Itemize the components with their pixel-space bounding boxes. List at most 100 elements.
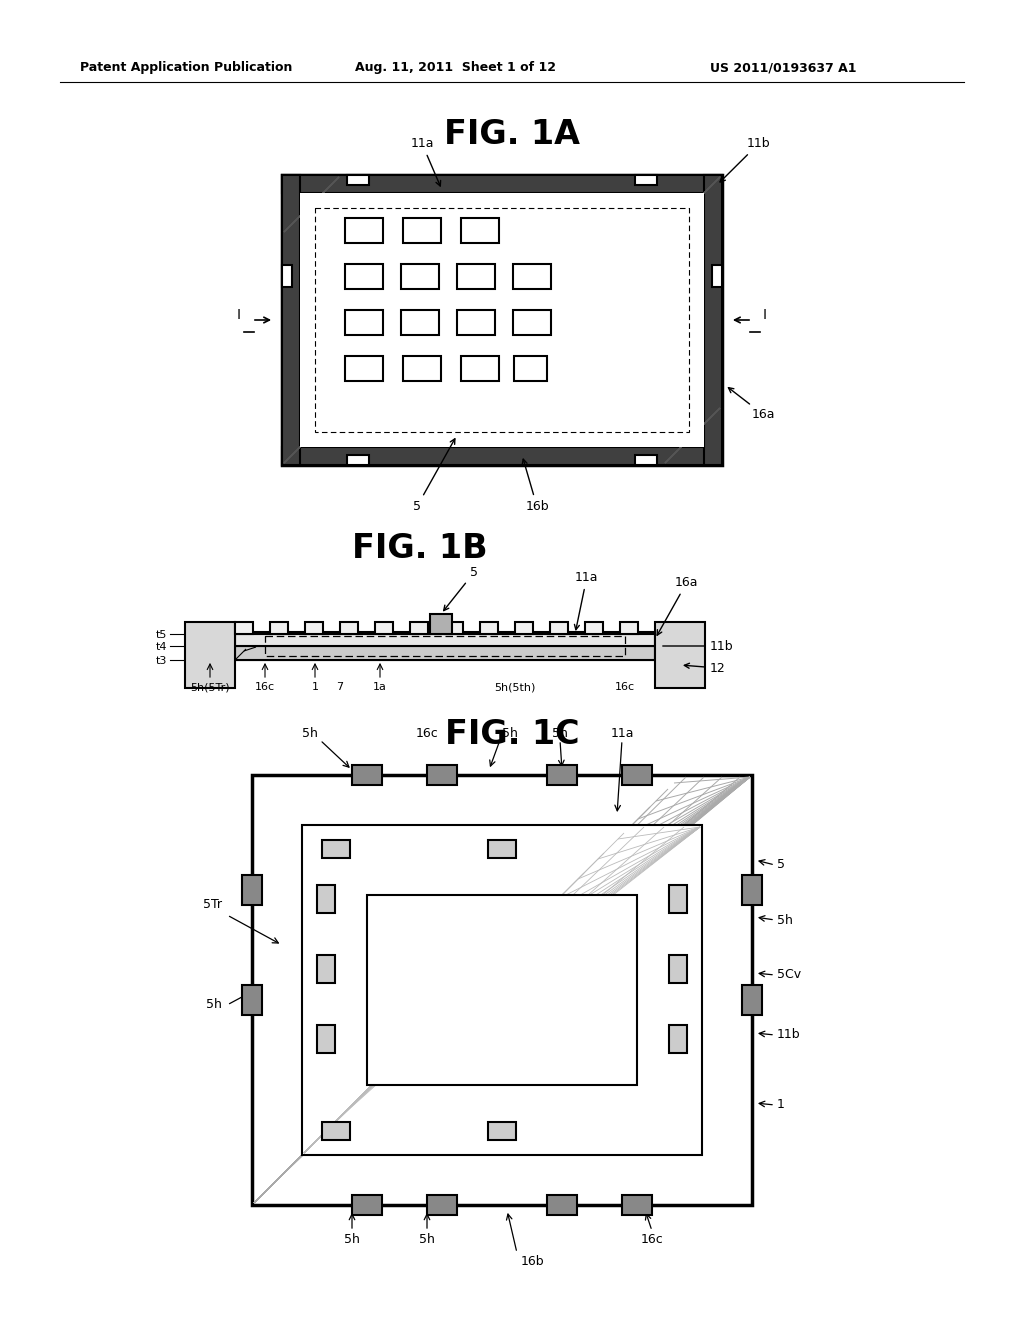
Bar [345,356,383,381]
Text: I: I [237,308,241,322]
Bar [317,1026,335,1053]
Bar [712,265,722,286]
Bar [461,218,499,243]
Bar [340,622,358,634]
Text: t5: t5 [156,630,167,640]
Bar [282,176,722,193]
Text: 5h: 5h [552,727,568,741]
Bar [550,622,568,634]
Bar [347,176,369,185]
Bar [622,1195,652,1214]
Bar [300,193,705,447]
Bar [270,622,288,634]
Bar [669,884,687,913]
Text: 16a: 16a [728,388,775,421]
Bar [655,622,705,688]
Bar [302,825,702,1155]
Bar [488,840,516,858]
Bar [669,954,687,983]
Bar [635,455,657,465]
Bar [635,176,657,185]
Bar [234,645,655,660]
Text: 5h: 5h [502,727,518,741]
Text: 11b: 11b [720,137,771,182]
Bar [445,622,463,634]
Text: 11a: 11a [574,572,598,630]
Text: 5Tr: 5Tr [203,899,222,912]
Bar [315,209,689,432]
Bar [401,310,439,335]
Bar [322,840,350,858]
Text: FIG. 1C: FIG. 1C [444,718,580,751]
Bar [427,766,457,785]
Bar [282,176,300,465]
Text: t3: t3 [156,656,167,667]
Text: 7: 7 [337,682,344,692]
Bar [367,895,637,1085]
Text: 5h: 5h [344,1233,360,1246]
Text: 5h: 5h [777,913,793,927]
Bar [242,875,262,906]
Text: 5: 5 [413,438,455,513]
Bar [282,447,722,465]
Text: 1: 1 [777,1098,784,1111]
Text: 5: 5 [443,566,478,611]
Bar [352,766,382,785]
Bar [457,310,495,335]
Bar [403,356,441,381]
Bar [620,622,638,634]
Bar [345,264,383,289]
Text: 11a: 11a [411,137,440,186]
Bar [742,985,762,1015]
Bar [265,636,625,656]
Bar [514,356,547,381]
Bar [317,884,335,913]
Bar [185,622,234,688]
Bar [234,622,253,634]
Bar [242,985,262,1015]
Bar [322,1122,350,1140]
Bar [513,264,551,289]
Text: Aug. 11, 2011  Sheet 1 of 12: Aug. 11, 2011 Sheet 1 of 12 [355,62,556,74]
Bar [282,265,292,286]
Bar [410,622,428,634]
Text: Patent Application Publication: Patent Application Publication [80,62,293,74]
Text: FIG. 1A: FIG. 1A [444,119,580,152]
Text: 16b: 16b [520,1255,544,1269]
Bar [585,622,603,634]
Text: 11b: 11b [663,639,733,652]
Bar [547,1195,577,1214]
Bar [234,632,655,660]
Text: 5h: 5h [419,1233,435,1246]
Text: 5h: 5h [206,998,222,1011]
Text: 16b: 16b [522,459,549,513]
Bar [234,634,655,645]
Bar [669,1026,687,1053]
Bar [547,766,577,785]
Text: I: I [763,308,767,322]
Text: 16c: 16c [255,682,275,692]
Text: 5Cv: 5Cv [777,969,801,982]
Text: FIG. 1B: FIG. 1B [352,532,487,565]
Text: 11a: 11a [610,727,634,741]
Text: t4: t4 [156,642,167,652]
Bar [427,1195,457,1214]
Bar [515,622,534,634]
Text: 16c: 16c [641,1233,664,1246]
Text: 11b: 11b [777,1028,801,1041]
Bar [480,622,498,634]
Bar [513,310,551,335]
Bar [705,176,722,465]
Bar [622,766,652,785]
Text: US 2011/0193637 A1: US 2011/0193637 A1 [710,62,856,74]
Text: 1: 1 [311,682,318,692]
Text: 5h(5th): 5h(5th) [495,682,536,692]
Bar [488,1122,516,1140]
Text: 5h(5Tr): 5h(5Tr) [190,682,229,692]
Bar [347,455,369,465]
Text: 1a: 1a [373,682,387,692]
Text: 5: 5 [777,858,785,871]
Bar [742,875,762,906]
Bar [461,356,499,381]
Bar [430,614,452,634]
